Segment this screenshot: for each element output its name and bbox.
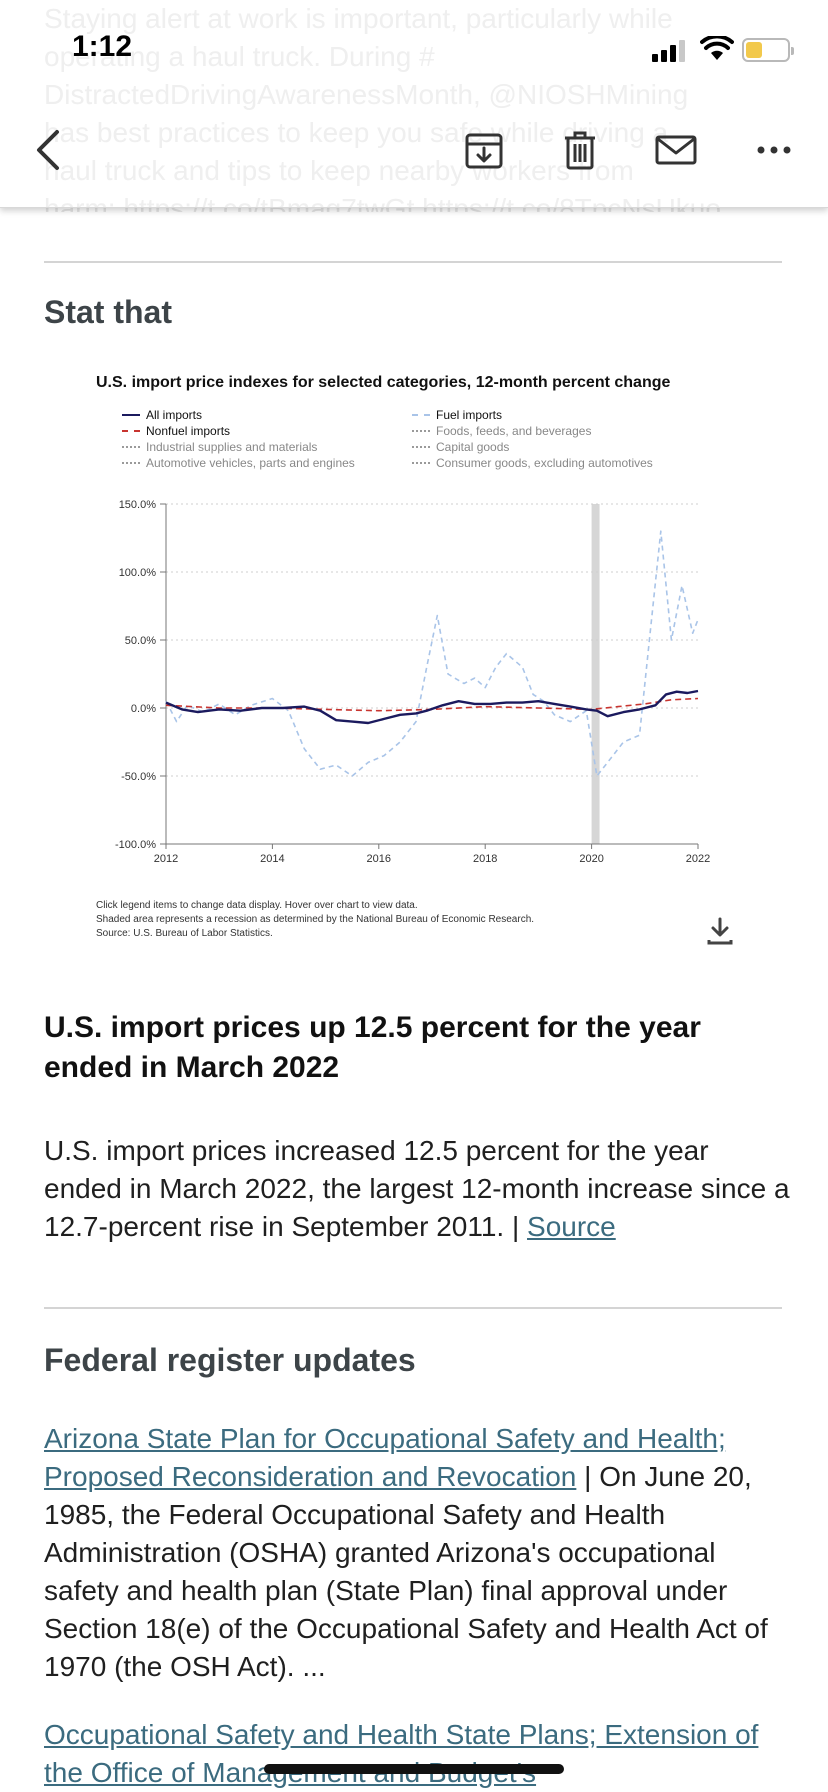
legend-label: Fuel imports bbox=[436, 408, 503, 422]
legend-label: Foods, feeds, and beverages bbox=[436, 424, 592, 438]
legend-item[interactable]: Fuel imports bbox=[412, 408, 502, 422]
preview-line: Staying alert at work is important, part… bbox=[44, 3, 673, 34]
series-line-all-imports bbox=[165, 689, 699, 725]
legend-item[interactable]: All imports bbox=[122, 408, 202, 422]
y-tick-label: 150.0% bbox=[119, 499, 157, 511]
x-tick-label: 2020 bbox=[579, 853, 603, 865]
trash-icon[interactable] bbox=[558, 128, 602, 172]
status-time: 1:12 bbox=[72, 30, 133, 63]
legend-item[interactable]: Capital goods bbox=[412, 440, 509, 454]
x-tick-label: 2018 bbox=[473, 853, 497, 865]
x-tick-label: 2014 bbox=[260, 853, 284, 865]
archive-icon[interactable] bbox=[462, 128, 506, 172]
y-tick-label: 100.0% bbox=[119, 567, 157, 579]
series-line-fuel-imports bbox=[165, 530, 699, 777]
legend-label: All imports bbox=[146, 408, 203, 422]
section-heading-stat: Stat that bbox=[44, 294, 172, 330]
legend-item[interactable]: Nonfuel imports bbox=[122, 424, 230, 438]
x-tick-label: 2022 bbox=[686, 853, 710, 865]
chart-note: Shaded area represents a recession as de… bbox=[96, 914, 535, 925]
battery-icon bbox=[742, 38, 794, 62]
import-price-chart[interactable]: U.S. import price indexes for selected c… bbox=[86, 368, 733, 948]
legend-label: Capital goods bbox=[436, 440, 510, 454]
preview-line: haul truck and tips to keep nearby worke… bbox=[44, 155, 634, 186]
legend-swatch bbox=[412, 462, 430, 464]
legend-swatch bbox=[412, 430, 430, 432]
legend-label: Nonfuel imports bbox=[146, 424, 231, 438]
source-link[interactable]: Source bbox=[527, 1211, 616, 1242]
legend-swatch bbox=[122, 414, 140, 416]
home-indicator bbox=[264, 1764, 564, 1774]
email-preview-text: Staying alert at work is important, part… bbox=[44, 0, 784, 212]
federal-item-2: Occupational Safety and Health State Pla… bbox=[44, 1716, 794, 1792]
chart-plot[interactable]: 150.0% 100.0% 50.0% 0.0% -50.0% -100.0% 2012 20… bbox=[86, 368, 726, 888]
article-body-text: U.S. import prices increased 12.5 percen… bbox=[44, 1135, 790, 1242]
legend-swatch bbox=[122, 430, 140, 432]
section-heading-federal: Federal register updates bbox=[44, 1342, 416, 1378]
preview-line: DistractedDrivingAwarenessMonth, @NIOSHM… bbox=[44, 79, 689, 110]
divider bbox=[44, 1307, 782, 1309]
preview-line: has best practices to keep you safe whil… bbox=[44, 117, 669, 148]
y-tick-label: -50.0% bbox=[121, 771, 156, 783]
legend-item[interactable]: Consumer goods, excluding automotives bbox=[412, 456, 653, 470]
mail-icon[interactable] bbox=[654, 128, 698, 172]
legend-label: Consumer goods, excluding automotives bbox=[436, 456, 653, 470]
x-tick-label: 2012 bbox=[154, 853, 178, 865]
mail-toolbar: 1:12 bbox=[0, 0, 828, 208]
y-tick-label: 50.0% bbox=[125, 635, 156, 647]
federal-item-1: Arizona State Plan for Occupational Safe… bbox=[44, 1420, 794, 1686]
cellular-signal-icon bbox=[652, 40, 688, 62]
y-tick-label: 0.0% bbox=[131, 703, 156, 715]
article-body: U.S. import prices increased 12.5 percen… bbox=[44, 1132, 794, 1246]
chart-note: Click legend items to change data displa… bbox=[96, 900, 418, 911]
legend-item[interactable]: Foods, feeds, and beverages bbox=[412, 424, 591, 438]
recession-band bbox=[591, 504, 600, 844]
federal-item-summary: On June 20, 1985, the Federal Occupation… bbox=[44, 1461, 768, 1682]
legend-label: Industrial supplies and materials bbox=[146, 440, 318, 454]
chart-note: Source: U.S. Bureau of Labor Statistics. bbox=[96, 928, 273, 939]
x-tick-label: 2016 bbox=[367, 853, 391, 865]
legend-swatch bbox=[122, 446, 140, 448]
wifi-icon bbox=[700, 36, 734, 60]
legend-item[interactable]: Automotive vehicles, parts and engines bbox=[122, 456, 355, 470]
y-tick-label: -100.0% bbox=[115, 839, 156, 851]
legend-label: Automotive vehicles, parts and engines bbox=[146, 456, 355, 470]
divider bbox=[44, 261, 782, 263]
article-headline: U.S. import prices up 12.5 percent for t… bbox=[44, 1011, 701, 1084]
more-icon[interactable] bbox=[752, 128, 796, 172]
federal-item-link[interactable]: Arizona State Plan for Occupational Safe… bbox=[44, 1423, 726, 1492]
chevron-left-icon[interactable] bbox=[26, 128, 70, 172]
preview-line: operating a haul truck. During # bbox=[44, 41, 435, 72]
legend-swatch bbox=[122, 462, 140, 464]
legend-item[interactable]: Industrial supplies and materials bbox=[122, 440, 317, 454]
legend-swatch bbox=[412, 446, 430, 448]
chart-title: U.S. import price indexes for selected c… bbox=[96, 374, 671, 391]
download-icon[interactable] bbox=[706, 916, 734, 946]
separator: | bbox=[576, 1461, 600, 1492]
legend-swatch bbox=[412, 414, 430, 416]
federal-item-link[interactable]: Occupational Safety and Health State Pla… bbox=[44, 1719, 759, 1788]
